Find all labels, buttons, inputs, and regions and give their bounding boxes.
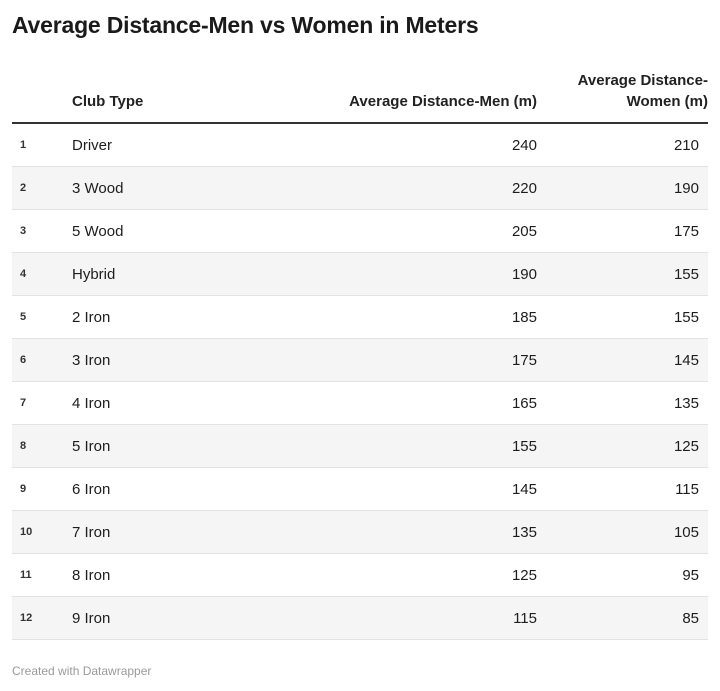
header-men-distance[interactable]: Average Distance-Men (m) [272, 70, 537, 124]
women-distance-cell: 135 [537, 381, 708, 425]
women-distance-cell: 190 [537, 166, 708, 210]
men-distance-cell: 175 [272, 338, 537, 382]
table-row: 4 Hybrid 190 155 [12, 252, 708, 296]
men-distance-cell: 220 [272, 166, 537, 210]
men-distance-cell: 205 [272, 209, 537, 253]
club-type-cell: Hybrid [72, 252, 272, 296]
men-distance-cell: 135 [272, 510, 537, 554]
women-distance-cell: 95 [537, 553, 708, 597]
row-index-cell: 12 [12, 596, 72, 640]
men-distance-cell: 185 [272, 295, 537, 339]
women-distance-cell: 145 [537, 338, 708, 382]
club-type-cell: Driver [72, 123, 272, 167]
men-distance-cell: 165 [272, 381, 537, 425]
club-type-cell: 3 Wood [72, 166, 272, 210]
women-distance-cell: 175 [537, 209, 708, 253]
women-distance-cell: 125 [537, 424, 708, 468]
row-index-cell: 3 [12, 209, 72, 253]
women-distance-cell: 155 [537, 252, 708, 296]
men-distance-cell: 190 [272, 252, 537, 296]
row-index-cell: 5 [12, 295, 72, 339]
club-type-cell: 6 Iron [72, 467, 272, 511]
men-distance-cell: 240 [272, 123, 537, 167]
men-distance-cell: 155 [272, 424, 537, 468]
table-header-row: Club Type Average Distance-Men (m) Avera… [12, 70, 708, 124]
header-club-type[interactable]: Club Type [72, 70, 272, 124]
data-table: Club Type Average Distance-Men (m) Avera… [12, 70, 708, 640]
club-type-cell: 7 Iron [72, 510, 272, 554]
club-type-cell: 5 Wood [72, 209, 272, 253]
row-index-cell: 9 [12, 467, 72, 511]
row-index-cell: 1 [12, 123, 72, 167]
row-index-cell: 10 [12, 510, 72, 554]
table-row: 11 8 Iron 125 95 [12, 553, 708, 597]
row-index-cell: 2 [12, 166, 72, 210]
club-type-cell: 8 Iron [72, 553, 272, 597]
women-distance-cell: 105 [537, 510, 708, 554]
club-type-cell: 2 Iron [72, 295, 272, 339]
club-type-cell: 4 Iron [72, 381, 272, 425]
row-index-cell: 6 [12, 338, 72, 382]
table-row: 12 9 Iron 115 85 [12, 596, 708, 640]
women-distance-cell: 155 [537, 295, 708, 339]
header-women-distance[interactable]: Average Distance-Women (m) [537, 70, 708, 124]
women-distance-cell: 210 [537, 123, 708, 167]
row-index-cell: 7 [12, 381, 72, 425]
women-distance-cell: 115 [537, 467, 708, 511]
club-type-cell: 3 Iron [72, 338, 272, 382]
row-index-cell: 11 [12, 553, 72, 597]
club-type-cell: 9 Iron [72, 596, 272, 640]
men-distance-cell: 145 [272, 467, 537, 511]
table-body: 1 Driver 240 210 2 3 Wood 220 190 3 5 Wood 205 175 4… [12, 123, 708, 640]
row-index-cell: 4 [12, 252, 72, 296]
club-type-cell: 5 Iron [72, 424, 272, 468]
row-index-cell: 8 [12, 424, 72, 468]
table-row: 10 7 Iron 135 105 [12, 510, 708, 554]
header-index [12, 70, 72, 124]
footer-credit: Created with Datawrapper [12, 664, 152, 678]
table-row: 1 Driver 240 210 [12, 123, 708, 167]
chart-title: Average Distance-Men vs Women in Meters [12, 12, 479, 38]
men-distance-cell: 115 [272, 596, 537, 640]
women-distance-cell: 85 [537, 596, 708, 640]
men-distance-cell: 125 [272, 553, 537, 597]
